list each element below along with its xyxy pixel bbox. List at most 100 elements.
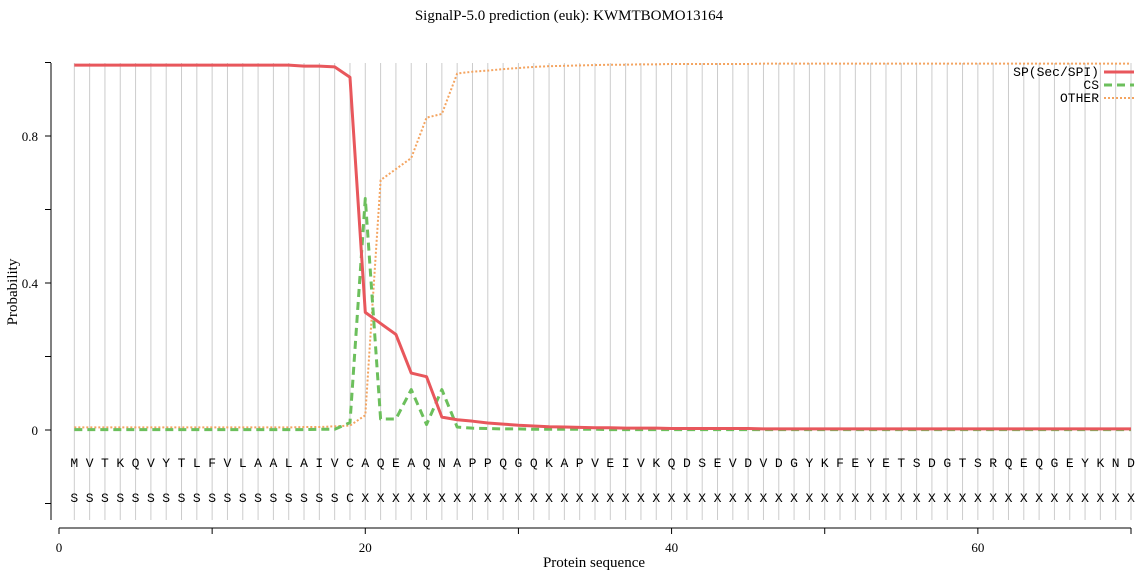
prediction-letter: X <box>928 491 936 506</box>
sequence-letter: G <box>790 456 798 471</box>
sequence-letter: F <box>836 456 844 471</box>
sequence-letter: V <box>224 456 232 471</box>
prediction-letter: X <box>836 491 844 506</box>
sequence-letter: V <box>637 456 645 471</box>
y-axis-label: Probability <box>5 258 21 325</box>
prediction-letter: X <box>897 491 905 506</box>
legend-label: OTHER <box>1060 91 1099 106</box>
prediction-letter: C <box>346 491 354 506</box>
sequence-letter: T <box>101 456 109 471</box>
sequence-letter: E <box>606 456 614 471</box>
prediction-letter: S <box>300 491 308 506</box>
sequence-letter: V <box>729 456 737 471</box>
prediction-letter: X <box>1096 491 1104 506</box>
prediction-letter: S <box>315 491 323 506</box>
sequence-letter: Y <box>1081 456 1089 471</box>
prediction-letter: S <box>132 491 140 506</box>
series-line-other <box>74 62 1131 429</box>
sequence-letter: T <box>178 456 186 471</box>
sequence-letter: E <box>392 456 400 471</box>
sequence-letter: V <box>331 456 339 471</box>
sequence-letter: E <box>1066 456 1074 471</box>
sequence-letter: P <box>484 456 492 471</box>
y-tick-label: 0 <box>32 423 39 438</box>
x-tick-label: 20 <box>359 540 372 555</box>
sequence-letter: R <box>989 456 997 471</box>
sequence-letter: V <box>86 456 94 471</box>
sequence-letter: N <box>438 456 446 471</box>
prediction-letter: X <box>805 491 813 506</box>
prediction-letter: X <box>1005 491 1013 506</box>
prediction-letter: S <box>101 491 109 506</box>
sequence-letter: Q <box>499 456 507 471</box>
sequence-letter: Q <box>132 456 140 471</box>
sequence-letter: A <box>269 456 277 471</box>
prediction-letter: X <box>361 491 369 506</box>
prediction-letter: X <box>1066 491 1074 506</box>
residue-gridlines <box>73 63 1132 520</box>
prediction-letter: X <box>576 491 584 506</box>
prediction-letter: X <box>423 491 431 506</box>
prediction-letter: S <box>147 491 155 506</box>
sequence-letter: I <box>315 456 323 471</box>
sequence-letter: Q <box>1005 456 1013 471</box>
prediction-letter: X <box>1112 491 1120 506</box>
prediction-letter: S <box>254 491 262 506</box>
prediction-letter: X <box>560 491 568 506</box>
sequence-letter: G <box>1051 456 1059 471</box>
sequence-letter: A <box>560 456 568 471</box>
prediction-letter: X <box>989 491 997 506</box>
sequence-letter: A <box>407 456 415 471</box>
sequence-letter: G <box>515 456 523 471</box>
series-line-sp-sec-spi <box>74 63 1131 431</box>
sequence-letter: G <box>943 456 951 471</box>
x-tick-label: 0 <box>56 540 63 555</box>
prediction-letter: X <box>637 491 645 506</box>
sequence-letter: A <box>453 456 461 471</box>
prediction-letter: X <box>851 491 859 506</box>
prediction-letter: X <box>974 491 982 506</box>
prediction-letter: X <box>744 491 752 506</box>
prediction-letter: X <box>1020 491 1028 506</box>
prediction-letter: X <box>377 491 385 506</box>
sequence-letter: S <box>974 456 982 471</box>
legend-label: CS <box>1083 78 1099 93</box>
sequence-letter: T <box>897 456 905 471</box>
prediction-letter: X <box>407 491 415 506</box>
prediction-letter: X <box>1127 491 1135 506</box>
sequence-letter: Y <box>162 456 170 471</box>
prediction-letter: X <box>499 491 507 506</box>
sequence-letter: K <box>821 456 829 471</box>
sequence-letter: Q <box>377 456 385 471</box>
sequence-letter: A <box>254 456 262 471</box>
prediction-letter: S <box>285 491 293 506</box>
sequence-letter: E <box>882 456 890 471</box>
prediction-letter: X <box>530 491 538 506</box>
sequence-letter: Y <box>805 456 813 471</box>
sequence-letter: V <box>760 456 768 471</box>
sequence-letter: N <box>1112 456 1120 471</box>
prediction-letter: S <box>70 491 78 506</box>
sequence-letter: E <box>1020 456 1028 471</box>
chart-title: SignalP-5.0 prediction (euk): KWMTBOMO13… <box>415 8 724 24</box>
prediction-letter: X <box>729 491 737 506</box>
sequence-letter: M <box>70 456 78 471</box>
prediction-letter: S <box>162 491 170 506</box>
axes: 0 0.4 0.8 0 20 40 60 <box>22 62 1132 555</box>
prediction-letter: X <box>683 491 691 506</box>
sequence-letter: L <box>193 456 201 471</box>
prediction-letter: X <box>622 491 630 506</box>
sequence-letter: A <box>300 456 308 471</box>
prediction-letter: S <box>224 491 232 506</box>
prediction-letter: X <box>668 491 676 506</box>
sequence-letter: A <box>361 456 369 471</box>
sequence-letter: L <box>285 456 293 471</box>
prediction-letter: S <box>178 491 186 506</box>
prediction-letter: X <box>606 491 614 506</box>
sequence-letter: T <box>959 456 967 471</box>
series-line-cs <box>74 196 1131 432</box>
y-tick-label: 0.8 <box>22 129 38 144</box>
sequence-letter: D <box>1127 456 1135 471</box>
